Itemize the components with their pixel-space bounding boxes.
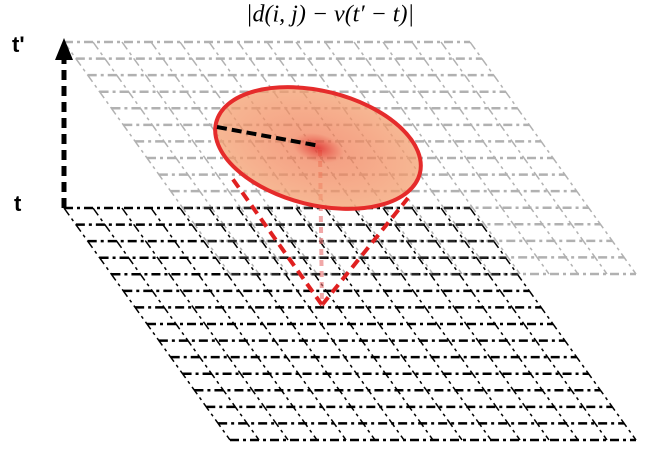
grid-line bbox=[469, 41, 637, 275]
bottom-time-label: t bbox=[14, 191, 22, 216]
top-time-label: t' bbox=[12, 32, 25, 57]
grid-line bbox=[382, 207, 550, 441]
cone-edge bbox=[320, 196, 410, 307]
cone-edge bbox=[230, 176, 324, 307]
grid-line bbox=[353, 207, 521, 441]
grid-line bbox=[353, 41, 521, 275]
grid-line bbox=[411, 207, 579, 441]
grid-line bbox=[266, 207, 434, 441]
grid-line bbox=[92, 41, 260, 275]
grid-line bbox=[324, 207, 492, 441]
grid-line bbox=[63, 41, 231, 275]
grid-line bbox=[121, 41, 289, 275]
formula: |d(i, j) − v(t′ − t)| bbox=[246, 2, 414, 28]
radius-line bbox=[216, 125, 321, 148]
arrow-head bbox=[55, 38, 73, 60]
grid-line bbox=[121, 207, 289, 441]
bottom-grid bbox=[63, 206, 637, 442]
grid-line bbox=[469, 207, 637, 441]
light-cone-ellipse bbox=[213, 85, 423, 211]
grid-line bbox=[411, 41, 579, 275]
grid-line bbox=[295, 207, 463, 441]
grid-line bbox=[382, 41, 550, 275]
grid-line bbox=[440, 207, 608, 441]
grid-line bbox=[440, 41, 608, 275]
